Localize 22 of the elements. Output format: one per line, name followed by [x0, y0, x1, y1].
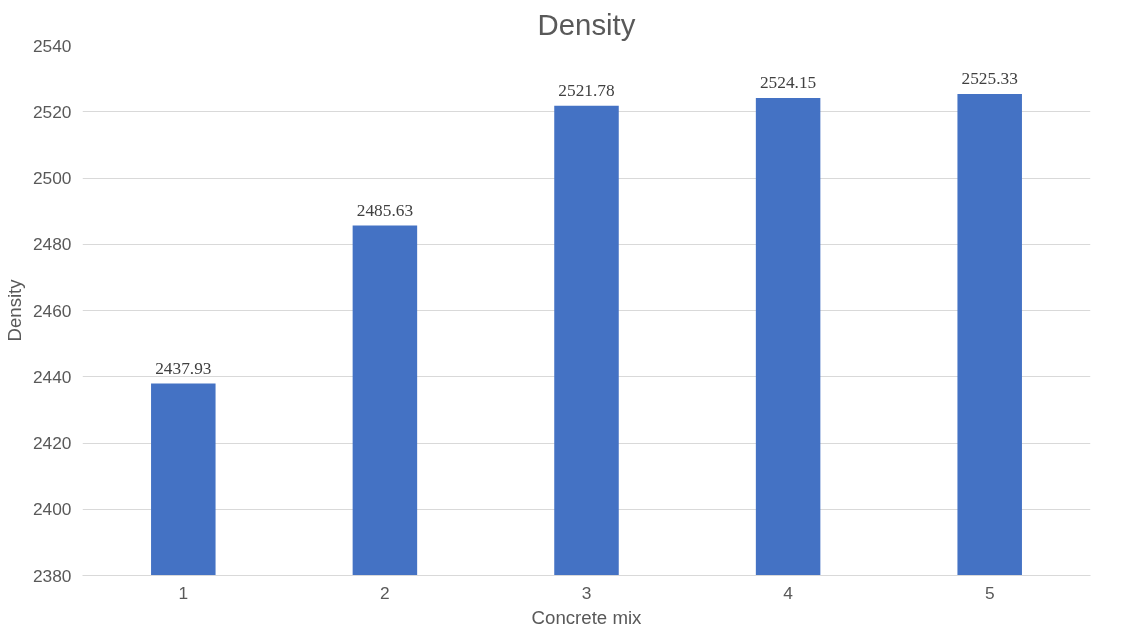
data-label: 2521.78 — [558, 80, 615, 100]
y-tick-label: 2460 — [32, 300, 72, 321]
x-tick-label: 2 — [380, 582, 390, 603]
y-tick-label: 2380 — [32, 565, 72, 586]
y-tick-label: 2500 — [32, 168, 72, 188]
y-tick-label: 2480 — [32, 234, 72, 255]
chart-title: Density — [537, 7, 636, 41]
x-tick-label: 3 — [581, 582, 592, 603]
data-label: 2485.63 — [356, 200, 414, 220]
y-tick-label: 2400 — [32, 499, 72, 520]
y-tick-label: 2420 — [32, 433, 72, 453]
y-tick-label: 2440 — [32, 366, 72, 387]
y-tick-label: 2520 — [32, 101, 72, 122]
data-label: 2437.93 — [155, 358, 212, 378]
y-tick-label: 2540 — [32, 35, 72, 56]
x-tick-label: 4 — [783, 582, 794, 603]
x-axis-title: Concrete mix — [531, 606, 643, 628]
y-axis-title: Density — [3, 278, 25, 342]
data-label: 2525.33 — [961, 69, 1018, 89]
x-tick-label: 1 — [178, 582, 189, 603]
data-label: 2524.15 — [759, 73, 817, 92]
x-tick-label: 5 — [984, 582, 995, 603]
